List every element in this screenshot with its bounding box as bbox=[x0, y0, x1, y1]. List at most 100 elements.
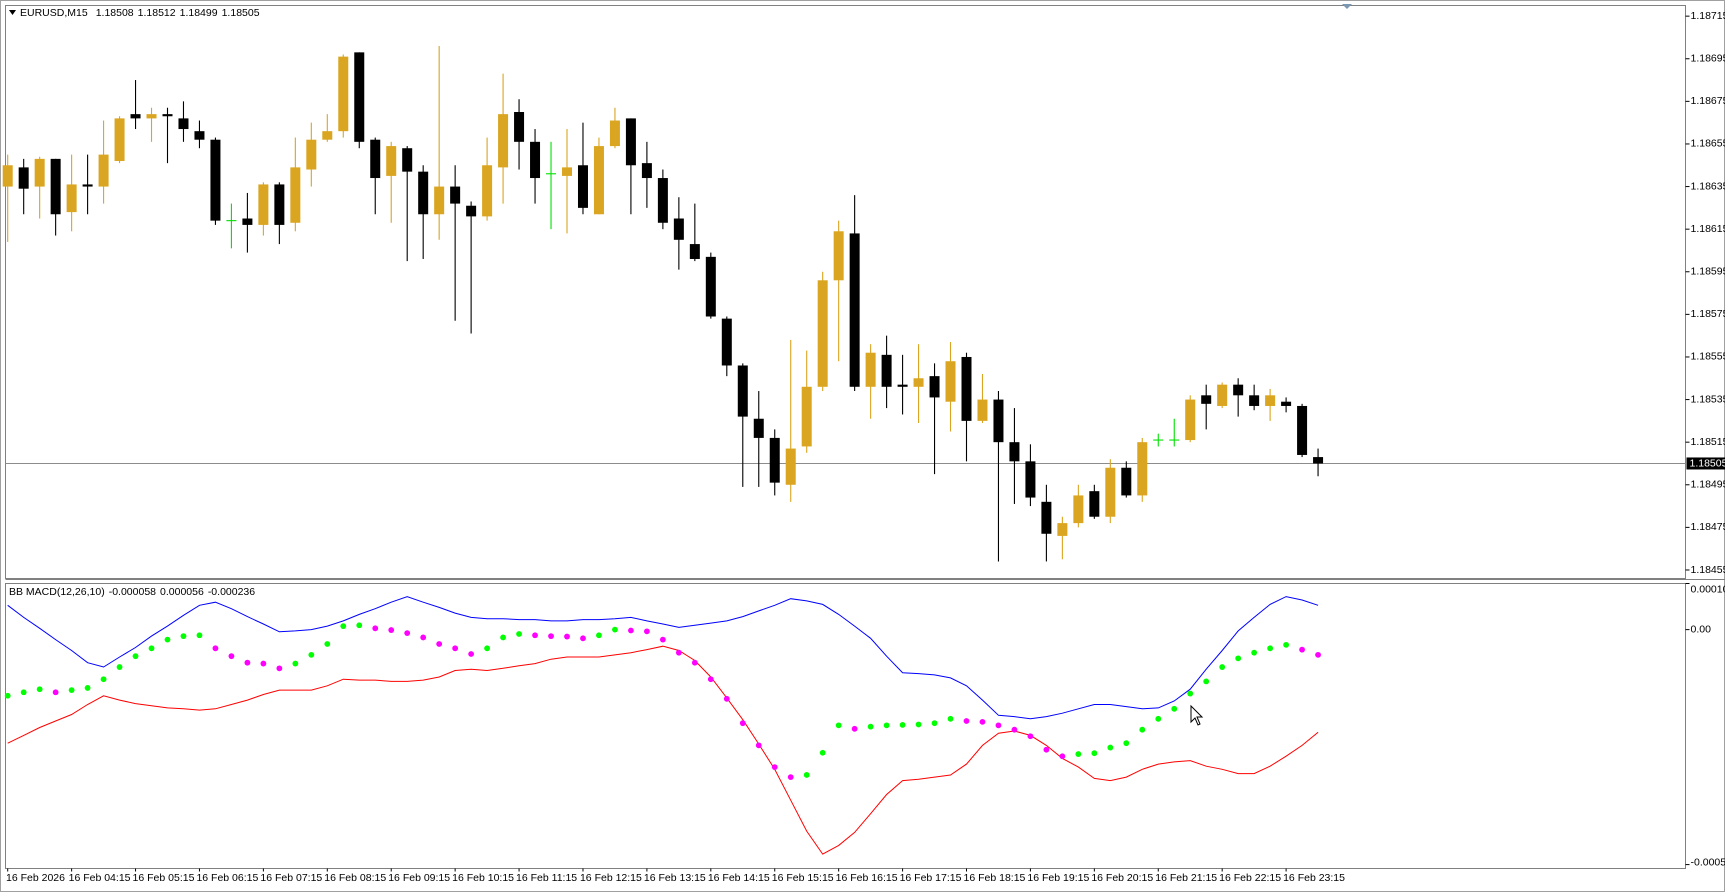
candle-body bbox=[34, 158, 45, 187]
macd-dot bbox=[164, 636, 171, 643]
candle-body bbox=[1249, 395, 1260, 406]
x-tick-label: 16 Feb 13:15 bbox=[644, 872, 706, 884]
candle-body bbox=[130, 114, 141, 119]
x-tick-label: 16 Feb 16:15 bbox=[836, 872, 898, 884]
macd-dot bbox=[116, 664, 123, 670]
y-tick-label: 1.18575 bbox=[1691, 308, 1725, 320]
y-tick-label: 1.18515 bbox=[1691, 436, 1725, 448]
macd-dot bbox=[1027, 733, 1034, 740]
y-tick-label: 1.18715 bbox=[1691, 10, 1725, 22]
macd-dot bbox=[484, 645, 490, 652]
macd-dot bbox=[1107, 744, 1114, 751]
candle-body bbox=[562, 167, 572, 176]
macd-dot bbox=[835, 722, 842, 729]
x-tick-label: 16 Feb 08:15 bbox=[324, 872, 386, 884]
indicator-panel bbox=[5, 583, 1686, 869]
x-tick-label: 16 Feb 09:15 bbox=[388, 872, 450, 884]
candle-body bbox=[993, 399, 1004, 443]
candle-body bbox=[705, 256, 716, 317]
candle-body bbox=[66, 184, 77, 213]
macd-dot bbox=[276, 665, 283, 672]
macd-dot bbox=[739, 720, 746, 727]
macd-dot bbox=[308, 651, 315, 658]
x-tick-label: 16 Feb 14:15 bbox=[708, 872, 770, 884]
header-low: 1.18499 bbox=[180, 7, 218, 19]
macd-dot bbox=[851, 725, 858, 732]
candle-body bbox=[354, 52, 365, 142]
x-tick-label: 16 Feb 05:15 bbox=[133, 872, 195, 884]
candle-body bbox=[1105, 467, 1116, 517]
macd-dot bbox=[1219, 664, 1226, 670]
macd-dot bbox=[100, 676, 107, 683]
header-lower: -0.000236 bbox=[208, 586, 255, 598]
candle-body bbox=[1265, 395, 1276, 406]
macd-dot bbox=[292, 660, 299, 667]
candle-body bbox=[1297, 405, 1308, 455]
macd-dot bbox=[612, 626, 618, 633]
macd-dot bbox=[420, 634, 427, 641]
candle-body bbox=[402, 148, 413, 172]
header-macd: -0.000058 bbox=[109, 586, 156, 598]
y-tick-label: 1.18455 bbox=[1691, 564, 1725, 576]
band-line bbox=[7, 645, 1319, 855]
macd-dot bbox=[1203, 678, 1210, 685]
candle-body bbox=[673, 218, 684, 240]
y-tick-label: 1.18695 bbox=[1691, 53, 1725, 65]
macd-dot bbox=[1091, 750, 1098, 757]
y-tick-label: 1.18655 bbox=[1691, 138, 1725, 150]
macd-dot bbox=[532, 632, 538, 639]
x-tick-label: 16 Feb 23:15 bbox=[1283, 872, 1345, 884]
macd-dot bbox=[68, 687, 75, 694]
indicator-header: BB MACD(12,26,10) -0.000058 0.000056 -0.000… bbox=[9, 586, 255, 598]
candle-body bbox=[178, 118, 189, 130]
x-tick-label: 16 Feb 19:15 bbox=[1027, 872, 1089, 884]
macd-dot bbox=[1043, 746, 1050, 753]
candle-body bbox=[849, 233, 860, 387]
macd-dot bbox=[1251, 649, 1258, 656]
candle-body bbox=[625, 118, 636, 166]
y-tick-label: 1.18535 bbox=[1691, 393, 1725, 405]
candle-body bbox=[961, 356, 972, 421]
macd-dot bbox=[963, 718, 970, 724]
macd-dot bbox=[244, 659, 251, 666]
candle-body bbox=[146, 114, 157, 119]
macd-dot bbox=[404, 630, 411, 637]
candle-body bbox=[82, 184, 93, 187]
candle-body bbox=[210, 139, 221, 221]
candle-body bbox=[753, 418, 764, 438]
header-close: 1.18505 bbox=[222, 7, 260, 19]
y-tick-label: 1.18635 bbox=[1691, 180, 1725, 192]
candle-body bbox=[1073, 495, 1084, 524]
macd-dot bbox=[372, 625, 379, 632]
candle-body bbox=[1217, 384, 1228, 406]
candle-body bbox=[1233, 384, 1244, 396]
candle-body bbox=[258, 184, 269, 225]
candle-body bbox=[689, 244, 700, 259]
candle-body bbox=[482, 165, 493, 217]
candle-body bbox=[498, 114, 509, 168]
shift-marker[interactable] bbox=[1342, 4, 1352, 9]
y-tick-label: 0.000106 bbox=[1691, 583, 1725, 595]
x-tick-label: 16 Feb 04:15 bbox=[69, 872, 131, 884]
macd-dot bbox=[196, 632, 203, 639]
candle-body bbox=[833, 231, 844, 281]
header-upper: 0.000056 bbox=[160, 586, 204, 598]
marks: 1.18455 1.18475 1.18495 1.18515 1.18535 1.185… bbox=[2, 10, 1725, 884]
candle-body bbox=[1201, 395, 1212, 404]
y-tick-label: 1.18555 bbox=[1691, 351, 1725, 363]
candle-body bbox=[194, 131, 205, 140]
macd-dot bbox=[995, 722, 1002, 729]
y-tick-label: 1.18475 bbox=[1691, 521, 1725, 533]
candle-body bbox=[897, 384, 908, 387]
macd-dot bbox=[899, 722, 906, 728]
candle-body bbox=[721, 318, 732, 366]
candle-body bbox=[737, 365, 748, 417]
candle-body bbox=[577, 165, 588, 208]
collapse-arrow[interactable] bbox=[9, 10, 16, 15]
header-high: 1.18512 bbox=[138, 7, 176, 19]
macd-dot bbox=[659, 636, 666, 643]
x-tick-label: 16 Feb 10:15 bbox=[452, 872, 514, 884]
macd-dot bbox=[675, 649, 682, 656]
candle-body bbox=[418, 171, 429, 215]
macd-dot bbox=[580, 635, 586, 642]
